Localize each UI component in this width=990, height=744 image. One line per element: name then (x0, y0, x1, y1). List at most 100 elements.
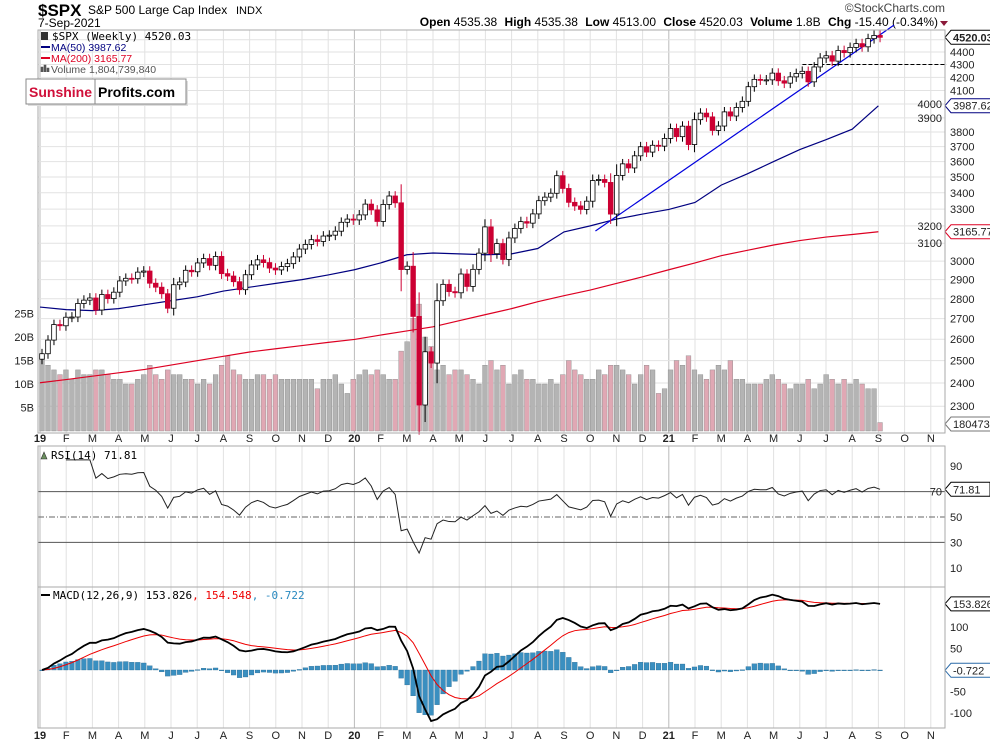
volume-bar (63, 369, 69, 432)
candle-body (584, 200, 590, 210)
volume-bar (649, 369, 656, 432)
candle-body (470, 268, 476, 287)
macd-histogram-bar (536, 651, 542, 671)
month-label: J (823, 730, 829, 742)
volume-bar (218, 365, 225, 432)
macd-histogram-bar (757, 662, 763, 671)
candle-body (871, 35, 877, 40)
month-label: O (272, 730, 281, 742)
macd-tick-label: -100 (950, 708, 972, 720)
price-tick-label: 2400 (950, 378, 974, 390)
candle-body (446, 283, 452, 293)
candle (865, 33, 871, 52)
volume-bar (75, 369, 81, 432)
month-label: N (927, 730, 935, 742)
candle (853, 38, 859, 53)
volume-bar (332, 374, 338, 432)
candle-body (290, 256, 297, 265)
candle-body (781, 80, 787, 84)
volume-bar (835, 383, 841, 432)
macd-histogram-bar (231, 669, 237, 676)
volume-bar (212, 374, 219, 432)
macd-histogram-bar (362, 662, 368, 671)
volume-bar (159, 379, 165, 432)
watermark: ©StockCharts.com (845, 1, 945, 15)
candle (362, 199, 368, 220)
close-label: Close (663, 15, 696, 29)
macd-histogram-bar (859, 669, 865, 671)
candle (601, 174, 608, 188)
price-tick-label: 4400 (950, 47, 974, 59)
candle-body (452, 291, 458, 294)
month-label: J (194, 730, 200, 742)
candle-body (39, 353, 45, 360)
volume-bar (602, 374, 608, 432)
candle (817, 53, 823, 72)
macd-histogram-bar (314, 665, 320, 671)
macd-histogram-bar (117, 661, 123, 671)
volume-bar (308, 379, 314, 432)
candle-body (847, 47, 853, 54)
macd-line (41, 593, 881, 723)
dropdown-arrow-icon[interactable] (940, 21, 948, 26)
macd-histogram-bar (129, 662, 135, 671)
legend-macd: MACD(12,26,9) 153.826, 154.548, -0.722 (53, 589, 305, 602)
macd-histogram-bar (171, 669, 177, 676)
ma200-tag-box (944, 224, 990, 240)
candle-body (536, 200, 542, 215)
close-value: 4520.03 (699, 15, 743, 29)
macd-histogram-bar (841, 669, 847, 671)
ma200-tag: 3165.77 (953, 227, 990, 239)
candle (392, 191, 398, 208)
volume-bar (135, 379, 141, 432)
candle-body (733, 107, 740, 117)
candle (452, 286, 458, 298)
volume-bar (69, 379, 75, 432)
macd-histogram-bar (566, 657, 572, 671)
macd-histogram-bar (434, 669, 440, 705)
candle (482, 219, 488, 262)
candle (45, 335, 51, 359)
candle (709, 112, 716, 136)
candle (643, 141, 650, 158)
candle (380, 199, 386, 227)
candle-body (829, 55, 835, 62)
candle (63, 312, 69, 331)
volume-bar (721, 369, 728, 432)
macd-value-tag: 153.826 (953, 599, 990, 611)
price-tick-label: 3100 (918, 238, 942, 250)
candle (787, 71, 793, 89)
candle (159, 282, 165, 299)
macd-histogram-bar (242, 669, 249, 678)
candle (805, 66, 811, 87)
candle (631, 150, 638, 174)
macd-histogram-bar (602, 666, 608, 671)
month-label: A (534, 433, 542, 445)
macd-histogram-bar (111, 662, 117, 671)
volume-bar (171, 374, 177, 432)
macd-histogram-bar (817, 669, 823, 672)
macd-histogram-bar (703, 665, 709, 671)
candle-body (841, 50, 847, 54)
candle-body (416, 316, 422, 406)
price-tick-label: 4300 (950, 60, 974, 72)
candle-body (697, 112, 704, 121)
candle-body (368, 203, 374, 211)
candle (212, 251, 219, 271)
candle-body (123, 277, 129, 282)
month-label: 21 (663, 433, 675, 445)
candle (440, 279, 446, 306)
open-label: Open (420, 15, 451, 29)
price-tick-label: 3500 (950, 172, 974, 184)
candle-body (51, 324, 57, 341)
volume-bar (530, 379, 536, 432)
candle-body (673, 128, 680, 138)
candle (757, 74, 764, 85)
macd-histogram-bar (865, 669, 871, 671)
candle-body (392, 195, 398, 204)
macd-histogram-bar (542, 650, 548, 671)
macd-histogram-bar (159, 669, 165, 673)
candle (775, 68, 781, 86)
volume-bar (853, 379, 859, 432)
candle-body (619, 163, 626, 176)
